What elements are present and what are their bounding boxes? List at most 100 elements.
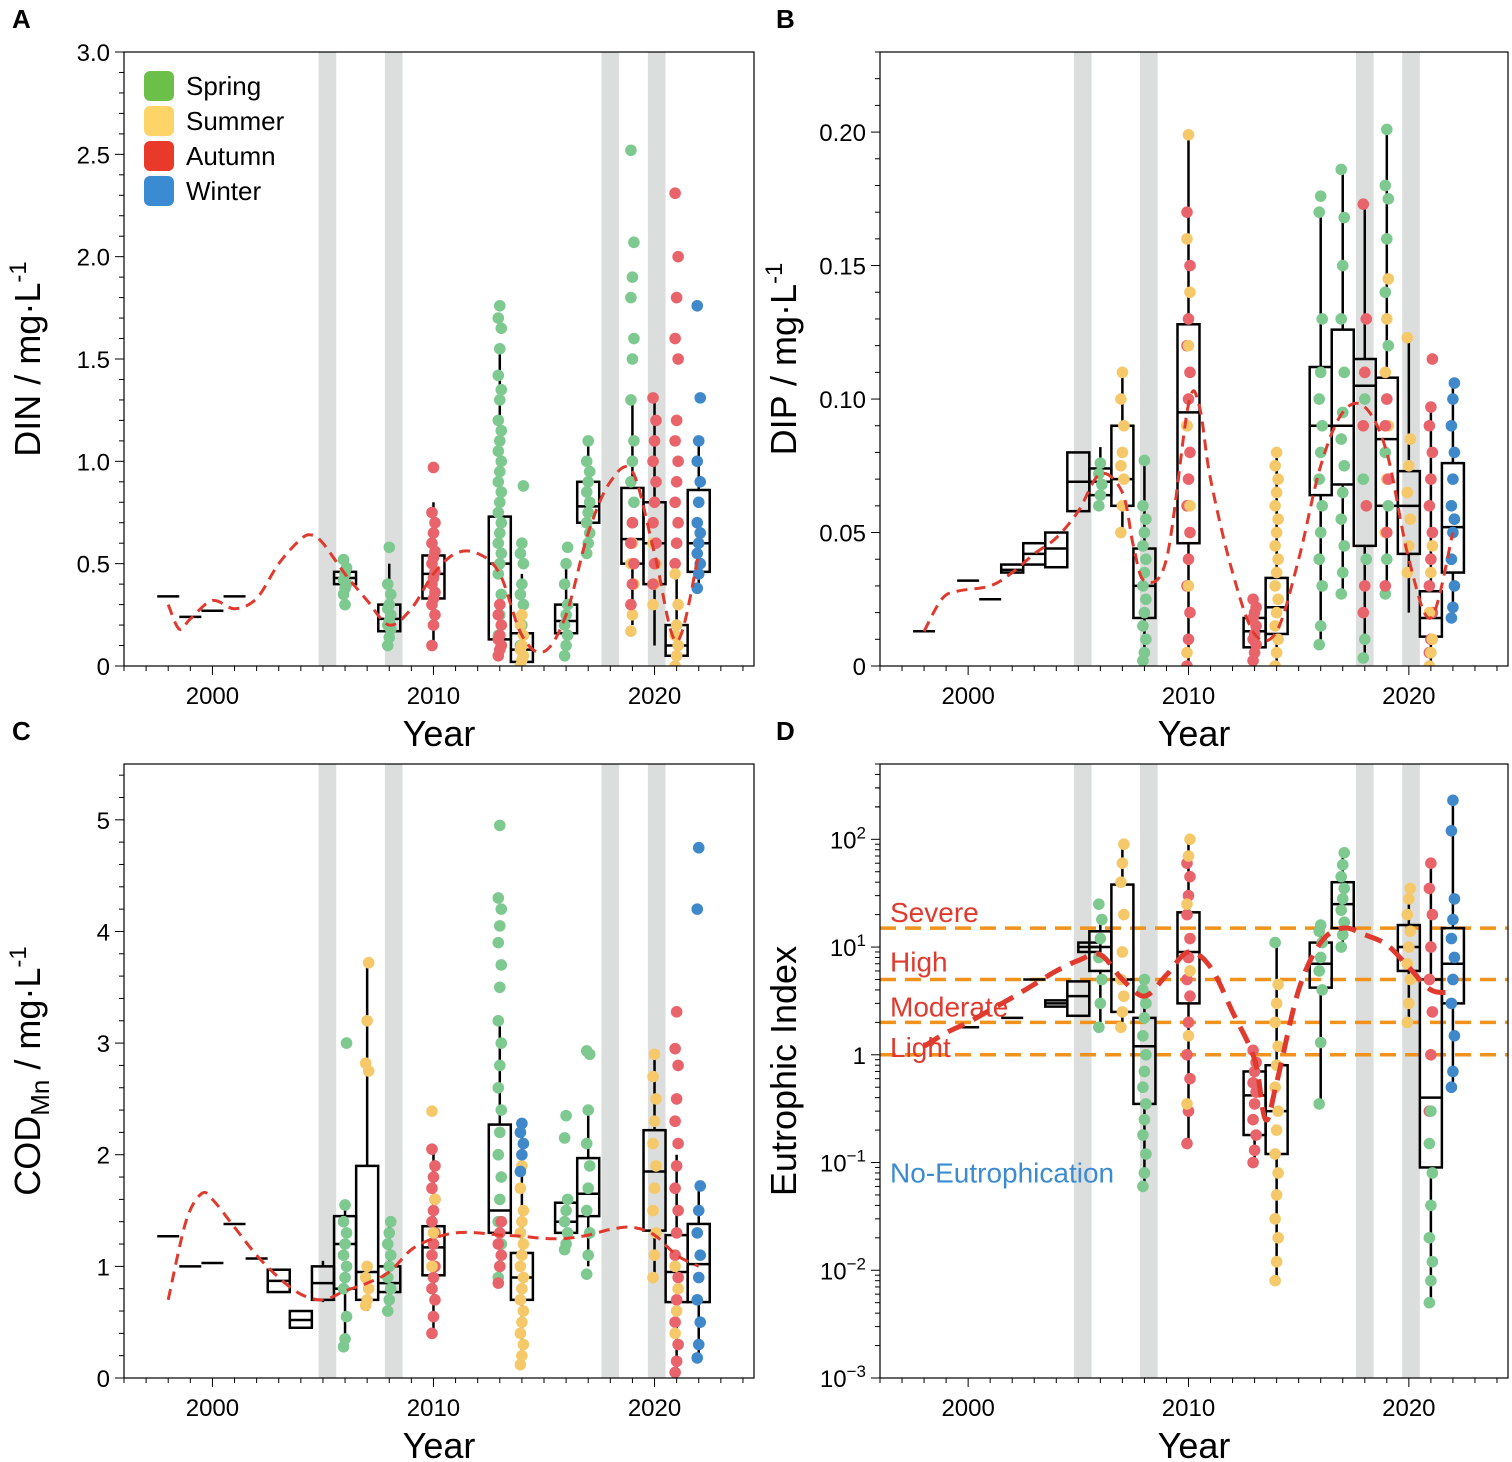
data-point — [583, 1160, 596, 1172]
data-point — [1403, 893, 1415, 905]
data-point — [1314, 446, 1327, 459]
data-point — [493, 342, 506, 355]
data-point — [1314, 366, 1327, 379]
data-point — [691, 1352, 704, 1364]
data-point — [340, 1037, 353, 1049]
data-point — [692, 496, 705, 509]
data-point — [1272, 513, 1284, 525]
data-point — [1447, 473, 1459, 485]
data-point — [1426, 526, 1439, 539]
data-point — [669, 1260, 681, 1273]
data-point — [670, 1355, 683, 1368]
data-point — [493, 527, 506, 539]
data-point — [1115, 393, 1127, 405]
box-2004 — [1044, 531, 1069, 569]
data-point — [1184, 932, 1196, 945]
data-point — [337, 1282, 350, 1295]
data-point — [1445, 612, 1458, 624]
data-point — [669, 1327, 681, 1340]
plot-frame — [123, 763, 755, 1379]
data-point — [384, 588, 397, 601]
data-point — [1448, 951, 1461, 964]
data-point — [384, 1215, 397, 1228]
data-point — [561, 541, 574, 554]
data-point — [1357, 419, 1370, 432]
y-tick-base: 1.5 — [77, 347, 110, 374]
data-point — [1423, 580, 1436, 592]
data-point — [1137, 500, 1149, 512]
data-point — [1272, 978, 1284, 991]
y-tick-base: 10 — [830, 935, 857, 962]
data-point — [1379, 588, 1392, 600]
y-tick-label: 5 — [97, 808, 110, 835]
data-point — [1425, 553, 1437, 566]
panel-b: B 2000 2010 2020 0 0.05 0.10 0.15 0.20 Year DIP / … — [761, 4, 1509, 754]
data-point — [1182, 633, 1195, 646]
data-point — [1181, 1098, 1193, 1110]
y-tick-label: 10−3 — [820, 1362, 866, 1393]
data-point — [1403, 997, 1415, 1010]
data-point — [1448, 1030, 1461, 1042]
data-point — [1182, 339, 1195, 352]
data-point — [495, 424, 508, 437]
data-point — [1184, 286, 1196, 299]
data-point — [1316, 984, 1329, 996]
data-point — [628, 236, 640, 249]
data-point — [492, 1277, 505, 1289]
y-tick-label: 3 — [97, 1031, 110, 1058]
box-iqr — [1066, 980, 1091, 1018]
data-point — [670, 619, 683, 631]
data-point — [1316, 580, 1329, 592]
data-point — [514, 1358, 527, 1371]
data-point — [580, 1204, 593, 1217]
data-point — [429, 1193, 441, 1206]
data-point — [429, 516, 441, 529]
data-point — [625, 291, 637, 304]
data-point — [672, 1282, 684, 1295]
data-point — [694, 1316, 707, 1328]
y-axis-label: CODMn / mg·L-1 — [5, 946, 55, 1196]
data-point — [1338, 916, 1351, 929]
shaded-period — [318, 764, 337, 1378]
data-point — [517, 1204, 530, 1217]
data-point — [1270, 446, 1283, 459]
data-point — [517, 1238, 530, 1250]
panel-d: D Severe High Moderate Light No-Eutrophicatio… — [763, 716, 1509, 1462]
data-point — [1140, 553, 1152, 566]
data-point — [1404, 513, 1417, 525]
data-point — [493, 981, 506, 994]
data-point — [514, 1260, 527, 1273]
data-point — [1272, 633, 1284, 646]
data-point — [1137, 580, 1149, 592]
data-point — [582, 1104, 595, 1116]
data-point — [493, 1227, 506, 1239]
data-point — [692, 1204, 705, 1217]
data-point — [1336, 928, 1349, 941]
data-point — [580, 455, 593, 468]
y-tick-label: 3.0 — [77, 40, 110, 67]
y-label-main: DIP / mg·L — [763, 284, 804, 455]
data-point — [560, 557, 572, 570]
data-point — [384, 1249, 397, 1261]
data-point — [1336, 259, 1349, 272]
data-point — [670, 537, 683, 549]
data-point — [1116, 446, 1129, 459]
data-point — [691, 1294, 704, 1306]
data-point — [493, 465, 506, 478]
data-point — [1425, 566, 1437, 579]
data-point — [1270, 997, 1283, 1010]
data-point — [647, 598, 659, 611]
data-point — [670, 1227, 683, 1239]
data-point — [1336, 486, 1349, 499]
data-point — [1448, 580, 1461, 592]
y-tick-sup: 1 — [857, 931, 866, 950]
y-tick-label: 1 — [853, 1043, 866, 1070]
data-point — [1270, 526, 1283, 539]
data-point — [1269, 1274, 1281, 1287]
data-point — [1404, 925, 1417, 938]
data-point — [1335, 904, 1348, 916]
y-tick-sup: −2 — [847, 1254, 866, 1273]
data-point — [1445, 500, 1458, 512]
data-point — [361, 1294, 373, 1306]
